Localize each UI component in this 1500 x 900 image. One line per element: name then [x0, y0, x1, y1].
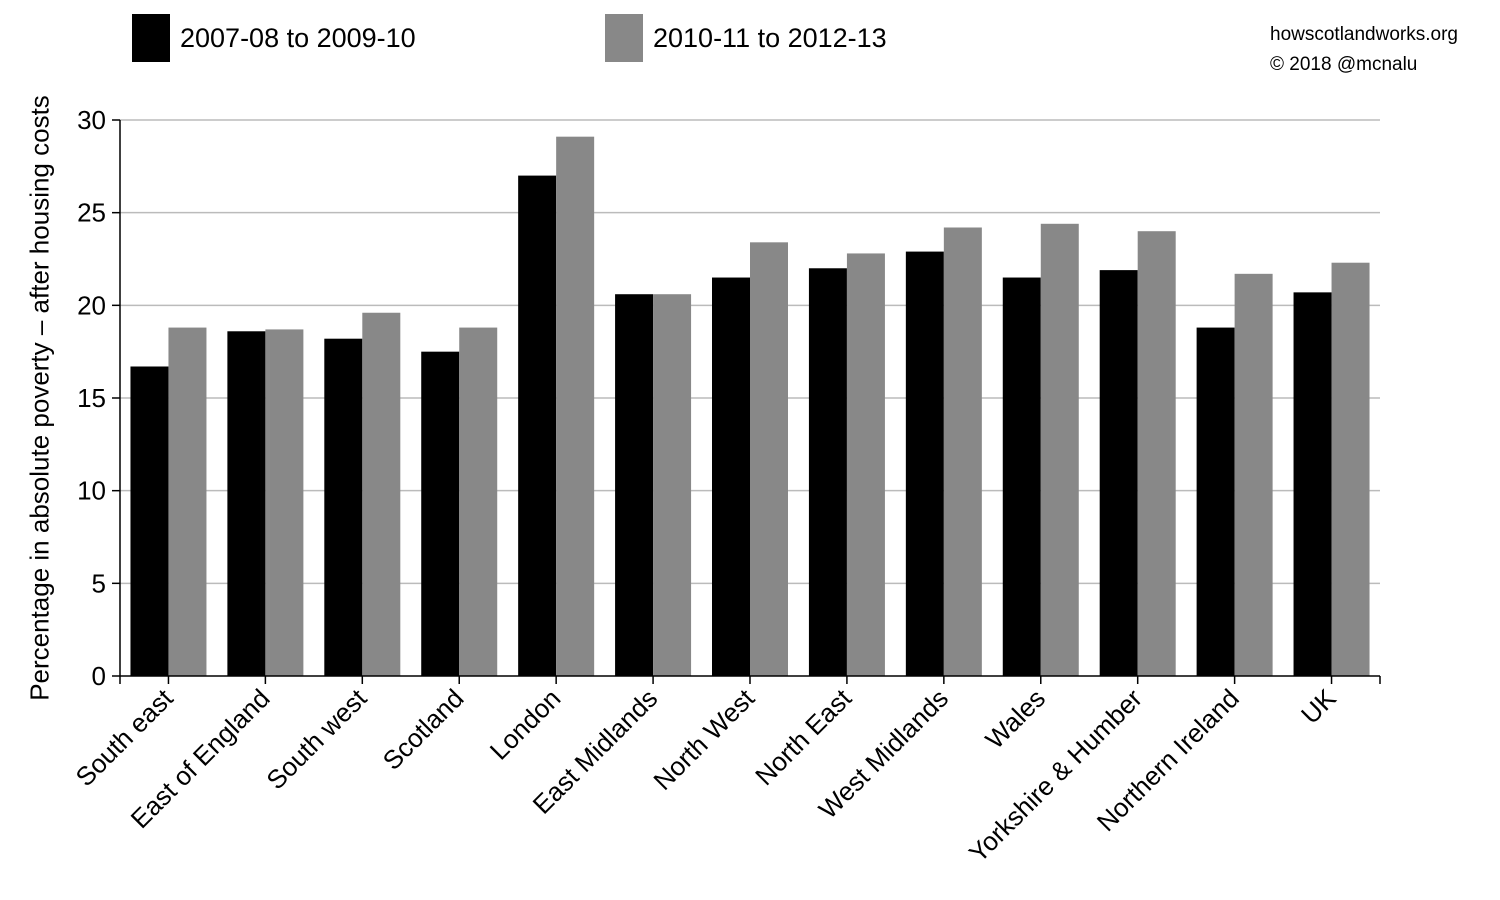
bar-series-2	[362, 312, 401, 676]
bar-series-1	[712, 277, 750, 676]
bar-series-1	[518, 175, 557, 676]
bar-series-2	[459, 327, 498, 676]
bar-series-2	[943, 227, 982, 676]
legend-item-series-1: 2007-08 to 2009-10	[132, 14, 416, 62]
x-tick-label: UK	[1295, 683, 1342, 730]
bar-series-1	[615, 294, 654, 676]
legend-swatch-series-1	[132, 14, 170, 62]
x-tick-label: Yorkshire & Humber	[963, 683, 1148, 868]
bar-series-1	[227, 331, 266, 676]
legend-swatch-series-2	[605, 14, 643, 62]
bar-series-2	[168, 327, 207, 676]
credit-copyright: © 2018 @mcnalu	[1270, 54, 1418, 75]
bar-series-1	[130, 366, 169, 676]
bar-series-1	[1002, 277, 1041, 676]
bar-series-2	[1234, 273, 1273, 676]
x-tick-label: Wales	[979, 683, 1051, 755]
bar-series-1	[421, 351, 460, 676]
bar-series-2	[556, 136, 595, 676]
bar-series-1	[324, 338, 363, 676]
bar-series-1	[1293, 292, 1332, 676]
bar-series-1	[1196, 327, 1235, 676]
y-tick-label: 30	[77, 105, 106, 135]
legend-item-series-2: 2010-11 to 2012-13	[605, 14, 887, 62]
y-tick-label: 0	[92, 661, 106, 691]
bar-series-2	[265, 329, 304, 676]
bar-series-1	[905, 251, 944, 676]
x-tick-label: North West	[647, 682, 760, 795]
bar-series-2	[1137, 231, 1176, 676]
bar-series-2	[846, 253, 885, 676]
bar-series-2	[1040, 223, 1079, 676]
y-tick-label: 10	[77, 476, 106, 506]
bar-series-2	[653, 294, 692, 676]
x-tick-label: South west	[260, 682, 373, 795]
x-tick-label: London	[484, 683, 567, 766]
legend-label-series-1: 2007-08 to 2009-10	[180, 22, 416, 53]
credit-block: howscotlandworks.org © 2018 @mcnalu	[1270, 20, 1458, 80]
bar-series-2	[1331, 262, 1370, 676]
x-tick-label: Scotland	[377, 683, 470, 776]
credit-website: howscotlandworks.org	[1270, 24, 1458, 45]
legend-label-series-2: 2010-11 to 2012-13	[653, 22, 887, 53]
y-tick-label: 25	[77, 198, 106, 228]
bar-series-2	[750, 242, 788, 676]
bar-series-1	[808, 268, 847, 676]
y-tick-label: 5	[92, 568, 106, 598]
y-tick-label: 15	[77, 383, 106, 413]
y-tick-label: 20	[77, 290, 106, 320]
bar-series-1	[1099, 270, 1138, 676]
